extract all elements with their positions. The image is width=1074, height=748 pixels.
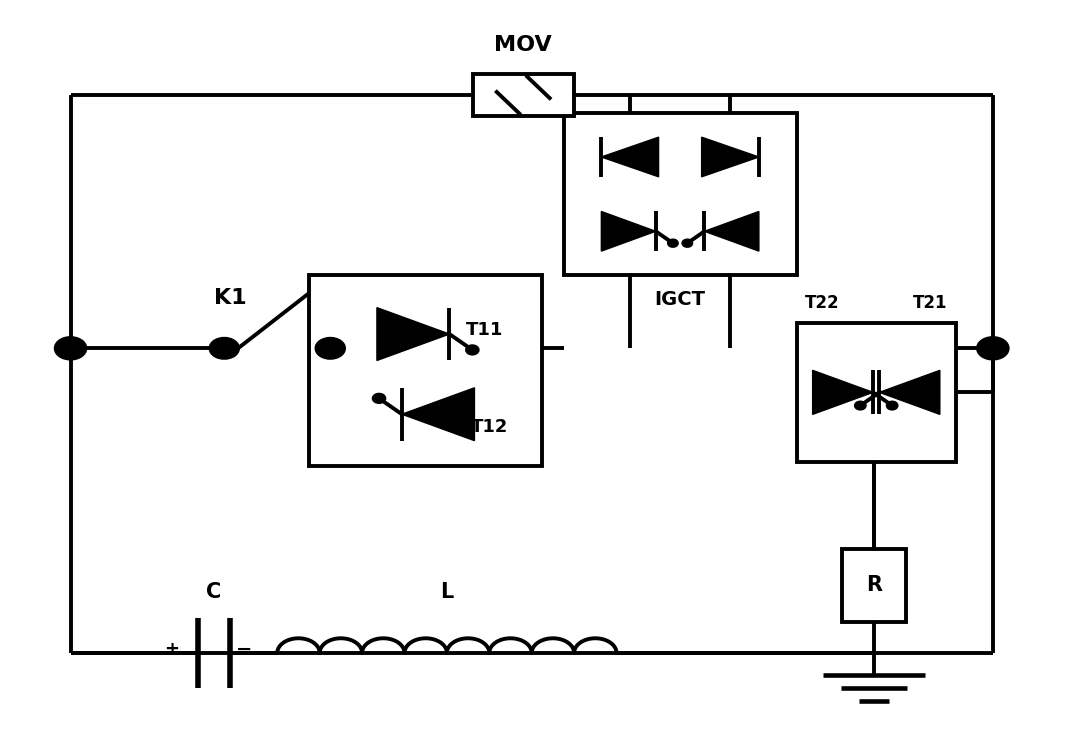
Polygon shape <box>880 370 940 414</box>
Text: T11: T11 <box>466 322 503 340</box>
Circle shape <box>211 339 238 358</box>
Text: K1: K1 <box>214 288 246 308</box>
Circle shape <box>856 402 865 408</box>
Bar <box>473 74 574 117</box>
Text: MOV: MOV <box>494 35 552 55</box>
Bar <box>564 114 797 275</box>
Circle shape <box>56 338 86 358</box>
Polygon shape <box>705 212 759 251</box>
Circle shape <box>978 338 1007 358</box>
Bar <box>797 322 956 462</box>
Text: +: + <box>163 640 178 658</box>
Polygon shape <box>402 387 475 441</box>
Text: −: − <box>236 640 252 659</box>
Text: IGCT: IGCT <box>655 289 706 309</box>
Circle shape <box>317 339 344 358</box>
Text: C: C <box>206 582 221 601</box>
Polygon shape <box>601 137 658 177</box>
Polygon shape <box>377 307 449 361</box>
Polygon shape <box>701 137 759 177</box>
Polygon shape <box>813 370 873 414</box>
Bar <box>309 275 542 466</box>
Circle shape <box>467 346 478 354</box>
Polygon shape <box>601 212 656 251</box>
Text: T22: T22 <box>804 294 839 312</box>
Circle shape <box>669 240 677 246</box>
Circle shape <box>683 240 692 246</box>
Text: T12: T12 <box>470 418 508 436</box>
Text: L: L <box>440 582 453 601</box>
Text: R: R <box>866 575 882 595</box>
Circle shape <box>374 395 384 402</box>
Circle shape <box>888 402 897 408</box>
Text: T21: T21 <box>913 294 948 312</box>
Bar <box>842 549 905 622</box>
